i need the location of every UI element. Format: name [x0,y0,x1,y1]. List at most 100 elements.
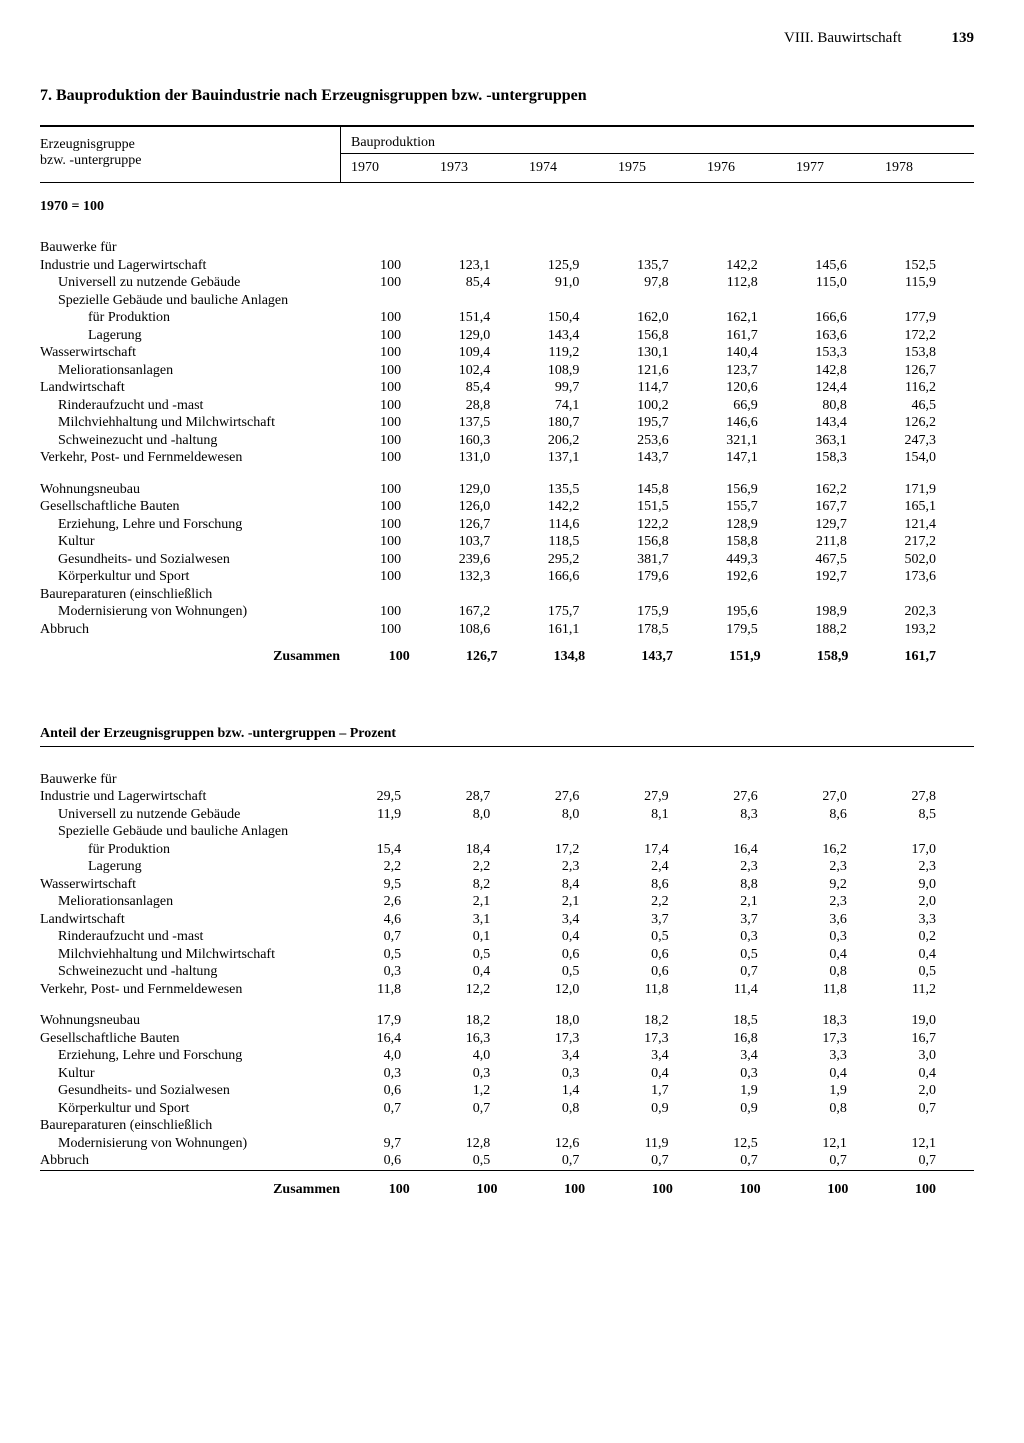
row-values: 0,30,30,30,40,30,40,4 [340,1065,974,1083]
cell: 0,7 [885,1100,974,1118]
cell: 15,4 [350,841,439,859]
table-row: Körperkultur und Sport100132,3166,6179,6… [40,568,974,586]
cell: 381,7 [617,551,706,569]
cell: 16,8 [707,1030,796,1048]
sum-values-2: 100100100100100100100 [350,1181,974,1199]
cell: 0,6 [617,946,706,964]
cell: 114,6 [528,516,617,534]
lead-row-2: Bauwerke für [40,771,974,789]
cell: 171,9 [885,481,974,499]
row-values [340,586,974,604]
table-row: Modernisierung von Wohnungen)100167,2175… [40,603,974,621]
cell: 154,0 [885,449,974,467]
sum-label-2: Zusammen [40,1181,350,1199]
cell: 0,3 [350,1065,439,1083]
row-label: Rinderaufzucht und -mast [40,928,340,946]
row-values: 100126,7114,6122,2128,9129,7121,4 [340,516,974,534]
row-values: 100137,5180,7195,7146,6143,4126,2 [340,414,974,432]
cell: 137,1 [528,449,617,467]
table-row: Milchviehhaltung und Milchwirtschaft1001… [40,414,974,432]
table-row: Gesundheits- und Sozialwesen0,61,21,41,7… [40,1082,974,1100]
lead-label: Bauwerke für [40,239,340,257]
cell: 202,3 [885,603,974,621]
cell: 0,3 [439,1065,528,1083]
table-row: Meliorationsanlagen2,62,12,12,22,12,32,0 [40,893,974,911]
cell: 27,6 [528,788,617,806]
cell: 109,4 [439,344,528,362]
cell: 2,2 [350,858,439,876]
cell: 467,5 [796,551,885,569]
cell: 153,3 [796,344,885,362]
row-values: 100151,4150,4162,0162,1166,6177,9 [340,309,974,327]
row-label: Spezielle Gebäude und bauliche Anlagen [40,292,340,310]
cell: 85,4 [439,274,528,292]
cell: 0,3 [707,928,796,946]
cell: 129,0 [439,481,528,499]
cell: 247,3 [885,432,974,450]
cell: 146,6 [707,414,796,432]
col-label-line2: bzw. -untergruppe [40,153,340,169]
cell: 449,3 [707,551,796,569]
table-row: Milchviehhaltung und Milchwirtschaft0,50… [40,946,974,964]
cell: 11,9 [350,806,439,824]
cell: 100 [350,397,439,415]
cell: 17,3 [617,1030,706,1048]
cell: 18,0 [528,1012,617,1030]
row-values: 100103,7118,5156,8158,8211,8217,2 [340,533,974,551]
table-row: Rinderaufzucht und -mast0,70,10,40,50,30… [40,928,974,946]
cell: 100,2 [617,397,706,415]
year-col: 1978 [885,160,974,176]
row-values: 100123,1125,9135,7142,2145,6152,5 [340,257,974,275]
cell: 0,7 [617,1152,706,1170]
cell: 66,9 [707,397,796,415]
cell: 160,3 [439,432,528,450]
cell: 12,6 [528,1135,617,1153]
row-label: Schweinezucht und -haltung [40,963,340,981]
cell: 125,9 [528,257,617,275]
cell: 100 [350,414,439,432]
lead-row: Bauwerke für [40,239,974,257]
row-label: Abbruch [40,621,340,639]
cell: 116,2 [885,379,974,397]
cell: 16,3 [439,1030,528,1048]
row-values: 9,712,812,611,912,512,112,1 [340,1135,974,1153]
cell: 3,6 [796,911,885,929]
table-row: Industrie und Lagerwirtschaft100123,1125… [40,257,974,275]
cell: 158,8 [707,533,796,551]
cell: 27,0 [796,788,885,806]
cell: 8,4 [528,876,617,894]
cell: 142,2 [707,257,796,275]
year-columns: Bauproduktion 19701973197419751976197719… [340,127,974,182]
table-row: Schweinezucht und -haltung0,30,40,50,60,… [40,963,974,981]
cell: 17,4 [617,841,706,859]
cell: 0,4 [885,946,974,964]
years-row: 1970197319741975197619771978 [341,154,974,182]
cell: 192,6 [707,568,796,586]
table-row: Abbruch100108,6161,1178,5179,5188,2193,2 [40,621,974,639]
cell: 145,8 [617,481,706,499]
cell: 0,3 [796,928,885,946]
cell: 123,1 [439,257,528,275]
cell: 1,9 [796,1082,885,1100]
row-values: 100160,3206,2253,6321,1363,1247,3 [340,432,974,450]
cell: 18,5 [707,1012,796,1030]
cell: 0,7 [707,963,796,981]
cell: 0,4 [439,963,528,981]
row-values: 16,416,317,317,316,817,316,7 [340,1030,974,1048]
cell: 12,2 [439,981,528,999]
cell: 2,4 [617,858,706,876]
row-label: Verkehr, Post- und Fernmeldewesen [40,981,340,999]
cell: 28,8 [439,397,528,415]
row-values: 0,50,50,60,60,50,40,4 [340,946,974,964]
cell: 165,1 [885,498,974,516]
cell: 158,9 [799,648,887,666]
table-row: Körperkultur und Sport0,70,70,80,90,90,8… [40,1100,974,1118]
cell: 152,5 [885,257,974,275]
table-row: Rinderaufzucht und -mast10028,874,1100,2… [40,397,974,415]
cell: 126,7 [439,516,528,534]
section2-rows: Industrie und Lagerwirtschaft29,528,727,… [40,788,974,998]
cell: 17,2 [528,841,617,859]
table-row: Lagerung2,22,22,32,42,32,32,3 [40,858,974,876]
cell: 121,6 [617,362,706,380]
cell: 134,8 [535,648,623,666]
